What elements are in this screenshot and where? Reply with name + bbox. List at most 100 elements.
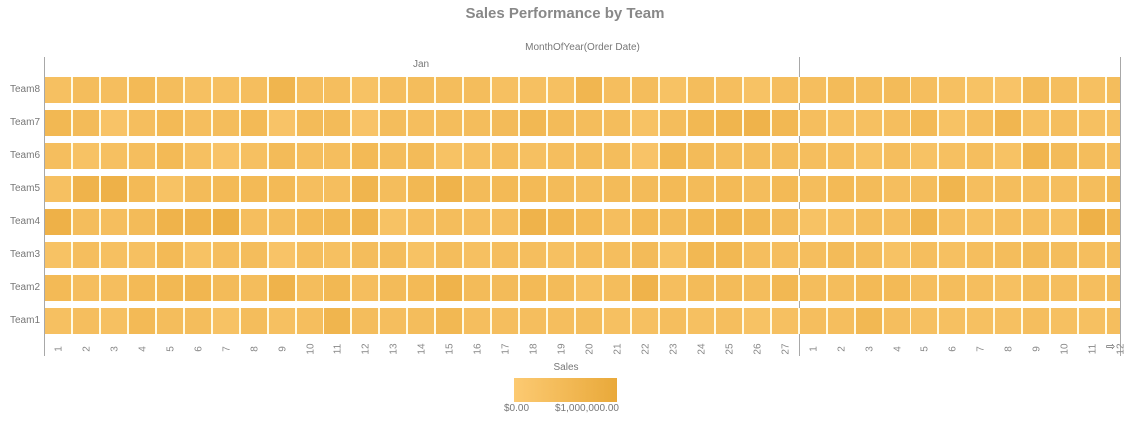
heatmap-cell[interactable] <box>241 275 267 301</box>
heatmap-cell[interactable] <box>380 209 406 235</box>
heatmap-cell[interactable] <box>520 242 546 268</box>
heatmap-cell[interactable] <box>157 77 183 103</box>
heatmap-cell[interactable] <box>856 110 882 136</box>
heatmap-cell[interactable] <box>967 176 993 202</box>
heatmap-cell[interactable] <box>185 110 211 136</box>
heatmap-cell[interactable] <box>800 242 826 268</box>
heatmap-cell[interactable] <box>828 308 854 334</box>
heatmap-cell[interactable] <box>408 308 434 334</box>
heatmap-cell[interactable] <box>800 209 826 235</box>
heatmap-cell[interactable] <box>884 110 910 136</box>
heatmap-cell[interactable] <box>772 110 798 136</box>
heatmap-cell[interactable] <box>1107 77 1120 103</box>
heatmap-cell[interactable] <box>632 209 658 235</box>
heatmap-cell[interactable] <box>967 242 993 268</box>
heatmap-cell[interactable] <box>73 176 99 202</box>
heatmap-cell[interactable] <box>911 77 937 103</box>
heatmap-cell[interactable] <box>408 176 434 202</box>
heatmap-cell[interactable] <box>380 77 406 103</box>
heatmap-cell[interactable] <box>157 275 183 301</box>
heatmap-cell[interactable] <box>1023 77 1049 103</box>
heatmap-cell[interactable] <box>185 176 211 202</box>
heatmap-cell[interactable] <box>967 209 993 235</box>
heatmap-cell[interactable] <box>632 275 658 301</box>
heatmap-cell[interactable] <box>129 275 155 301</box>
heatmap-cell[interactable] <box>73 209 99 235</box>
heatmap-cell[interactable] <box>967 143 993 169</box>
heatmap-cell[interactable] <box>576 308 602 334</box>
heatmap-cell[interactable] <box>492 176 518 202</box>
heatmap-cell[interactable] <box>380 143 406 169</box>
heatmap-cell[interactable] <box>1107 209 1120 235</box>
heatmap-cell[interactable] <box>352 242 378 268</box>
heatmap-cell[interactable] <box>604 242 630 268</box>
heatmap-cell[interactable] <box>1051 77 1077 103</box>
heatmap-cell[interactable] <box>464 77 490 103</box>
heatmap-cell[interactable] <box>716 275 742 301</box>
heatmap-cell[interactable] <box>492 110 518 136</box>
heatmap-cell[interactable] <box>1107 143 1120 169</box>
heatmap-cell[interactable] <box>828 242 854 268</box>
heatmap-cell[interactable] <box>269 242 295 268</box>
heatmap-cell[interactable] <box>660 77 686 103</box>
heatmap-cell[interactable] <box>995 242 1021 268</box>
heatmap-cell[interactable] <box>129 143 155 169</box>
heatmap-cell[interactable] <box>995 176 1021 202</box>
heatmap-cell[interactable] <box>548 308 574 334</box>
heatmap-cell[interactable] <box>464 308 490 334</box>
heatmap-cell[interactable] <box>548 176 574 202</box>
heatmap-cell[interactable] <box>185 209 211 235</box>
heatmap-cell[interactable] <box>297 275 323 301</box>
heatmap-cell[interactable] <box>716 209 742 235</box>
heatmap-cell[interactable] <box>1051 209 1077 235</box>
heatmap-cell[interactable] <box>324 143 350 169</box>
heatmap-cell[interactable] <box>520 308 546 334</box>
heatmap-cell[interactable] <box>520 209 546 235</box>
heatmap-cell[interactable] <box>995 110 1021 136</box>
heatmap-cell[interactable] <box>1051 275 1077 301</box>
heatmap-cell[interactable] <box>101 110 127 136</box>
heatmap-cell[interactable] <box>45 176 71 202</box>
heatmap-cell[interactable] <box>73 110 99 136</box>
heatmap-cell[interactable] <box>185 143 211 169</box>
heatmap-cell[interactable] <box>185 242 211 268</box>
heatmap-cell[interactable] <box>492 275 518 301</box>
heatmap-cell[interactable] <box>660 275 686 301</box>
heatmap-cell[interactable] <box>967 77 993 103</box>
heatmap-cell[interactable] <box>157 143 183 169</box>
heatmap-cell[interactable] <box>297 242 323 268</box>
heatmap-cell[interactable] <box>856 143 882 169</box>
heatmap-cell[interactable] <box>604 275 630 301</box>
heatmap-cell[interactable] <box>576 242 602 268</box>
heatmap-cell[interactable] <box>464 176 490 202</box>
heatmap-cell[interactable] <box>604 143 630 169</box>
heatmap-cell[interactable] <box>744 242 770 268</box>
heatmap-cell[interactable] <box>604 308 630 334</box>
heatmap-cell[interactable] <box>101 176 127 202</box>
heatmap-cell[interactable] <box>688 242 714 268</box>
heatmap-cell[interactable] <box>45 308 71 334</box>
heatmap-cell[interactable] <box>241 176 267 202</box>
heatmap-cell[interactable] <box>1079 176 1105 202</box>
heatmap-cell[interactable] <box>884 176 910 202</box>
heatmap-cell[interactable] <box>632 143 658 169</box>
heatmap-cell[interactable] <box>213 242 239 268</box>
heatmap-cell[interactable] <box>716 242 742 268</box>
heatmap-cell[interactable] <box>548 209 574 235</box>
heatmap-cell[interactable] <box>45 110 71 136</box>
heatmap-cell[interactable] <box>520 143 546 169</box>
heatmap-cell[interactable] <box>157 110 183 136</box>
heatmap-cell[interactable] <box>884 77 910 103</box>
heatmap-cell[interactable] <box>828 110 854 136</box>
heatmap-cell[interactable] <box>492 77 518 103</box>
heatmap-cell[interactable] <box>380 110 406 136</box>
heatmap-cell[interactable] <box>576 143 602 169</box>
heatmap-cell[interactable] <box>157 209 183 235</box>
heatmap-cell[interactable] <box>185 308 211 334</box>
heatmap-cell[interactable] <box>939 275 965 301</box>
heatmap-cell[interactable] <box>129 242 155 268</box>
heatmap-cell[interactable] <box>716 77 742 103</box>
heatmap-cell[interactable] <box>269 77 295 103</box>
heatmap-cell[interactable] <box>297 77 323 103</box>
heatmap-cell[interactable] <box>464 209 490 235</box>
